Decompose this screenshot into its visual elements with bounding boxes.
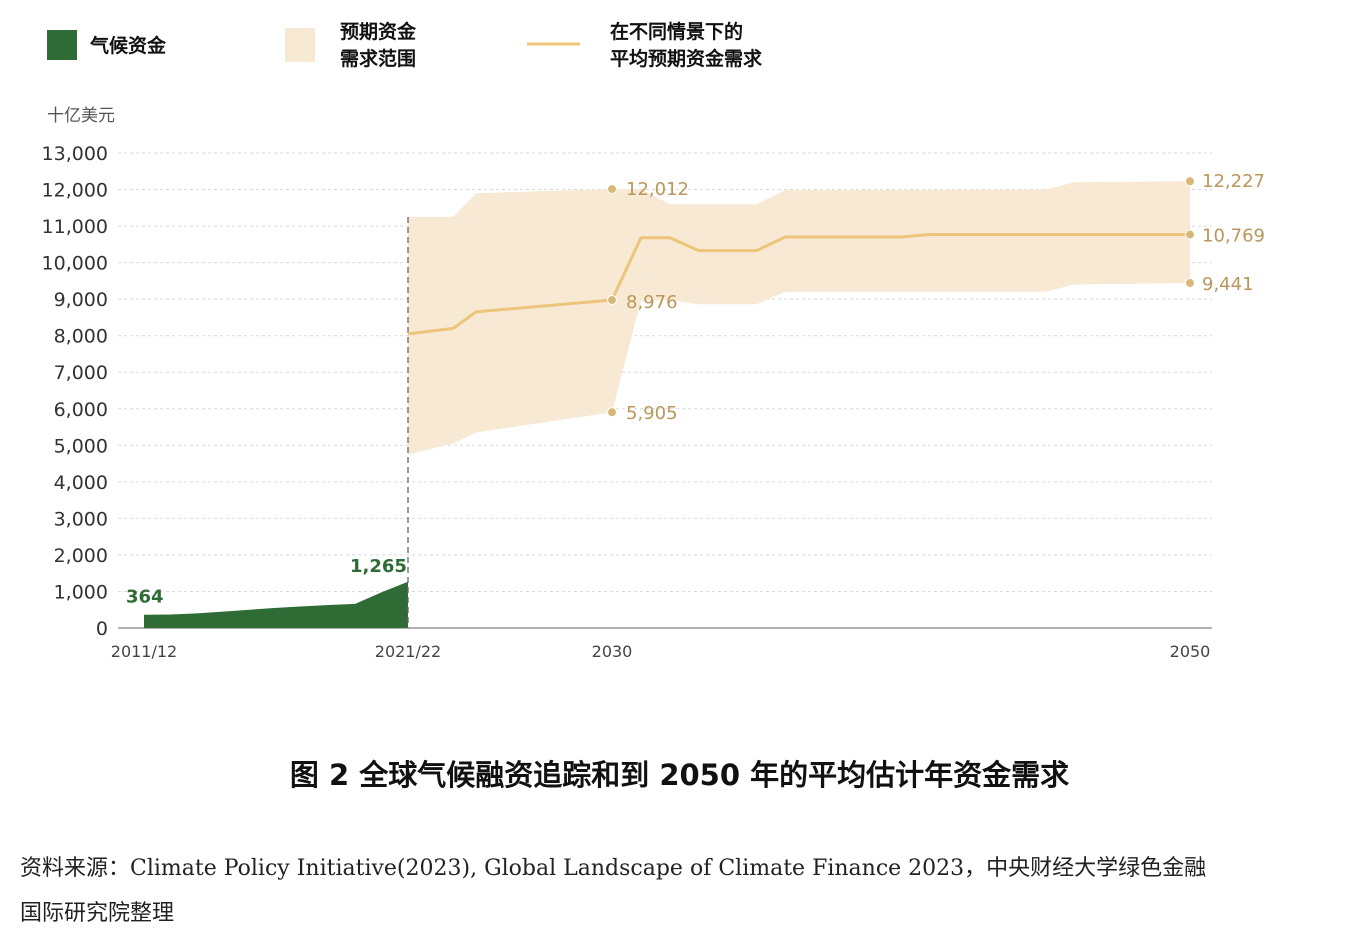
legend-label-range-line1: 预期资金 <box>340 20 417 43</box>
range-band <box>408 181 1190 455</box>
y-tick-label: 9,000 <box>54 289 108 311</box>
average-line <box>407 233 1190 336</box>
y-tick-label: 5,000 <box>54 435 108 457</box>
y-tick-label: 2,000 <box>54 545 108 567</box>
x-tick-label: 2021/22 <box>375 642 441 661</box>
data-label: 5,905 <box>626 403 678 424</box>
data-point-marker <box>1185 176 1195 187</box>
data-labels: 364 1,265 12,012 8,976 5,905 12,227 10,769 9,44… <box>126 171 1265 607</box>
legend: 气候资金 预期资金 需求范围 在不同情景下的 平均预期资金需求 <box>47 20 763 70</box>
legend-label-average-line2: 平均预期资金需求 <box>610 47 763 70</box>
y-tick-label: 3,000 <box>54 508 108 530</box>
climate-finance-chart: 气候资金 预期资金 需求范围 在不同情景下的 平均预期资金需求 十亿美元 0 1,… <box>42 20 1265 661</box>
source-line-2: 国际研究院整理 <box>20 901 175 926</box>
data-label: 8,976 <box>626 292 678 313</box>
legend-label-climate-finance: 气候资金 <box>89 34 167 57</box>
y-axis-unit-label: 十亿美元 <box>47 106 115 126</box>
y-axis-ticks: 0 1,000 2,000 3,000 4,000 5,000 6,000 7,000 8,00… <box>42 143 108 640</box>
legend-swatch-climate-finance <box>47 30 77 60</box>
source-line-1: 资料来源：Climate Policy Initiative(2023), Gl… <box>20 856 1207 881</box>
climate-finance-area <box>144 581 408 628</box>
data-label: 10,769 <box>1202 226 1265 247</box>
y-tick-label: 6,000 <box>54 399 108 421</box>
legend-label-range-line2: 需求范围 <box>340 47 416 70</box>
data-point-marker <box>607 407 617 418</box>
x-tick-label: 2011/12 <box>111 642 177 661</box>
y-tick-label: 4,000 <box>54 472 108 494</box>
y-tick-label: 0 <box>96 618 108 640</box>
y-tick-label: 13,000 <box>42 143 108 165</box>
y-tick-label: 7,000 <box>54 362 108 384</box>
y-tick-label: 8,000 <box>54 326 108 348</box>
y-tick-label: 10,000 <box>42 253 108 275</box>
y-tick-label: 12,000 <box>42 180 108 202</box>
y-tick-label: 1,000 <box>54 581 108 603</box>
data-label: 12,227 <box>1202 171 1265 192</box>
data-point-marker <box>1185 229 1195 240</box>
x-tick-label: 2050 <box>1170 642 1211 661</box>
data-point-marker <box>1185 278 1195 289</box>
legend-swatch-range <box>285 28 315 62</box>
series <box>144 181 1190 628</box>
source-note: 资料来源：Climate Policy Initiative(2023), Gl… <box>20 846 1330 936</box>
data-point-marker <box>607 184 617 195</box>
figure-caption: 图 2 全球气候融资追踪和到 2050 年的平均估计年资金需求 <box>289 758 1070 792</box>
data-label: 364 <box>126 587 164 608</box>
legend-label-average-line1: 在不同情景下的 <box>610 20 743 43</box>
data-label: 1,265 <box>350 556 407 577</box>
data-point-marker <box>607 295 617 306</box>
y-tick-label: 11,000 <box>42 216 108 238</box>
x-axis-ticks: 2011/12 2021/22 2030 2050 <box>111 642 1211 661</box>
data-label: 9,441 <box>1202 274 1254 295</box>
x-tick-label: 2030 <box>592 642 633 661</box>
data-label: 12,012 <box>626 179 689 200</box>
